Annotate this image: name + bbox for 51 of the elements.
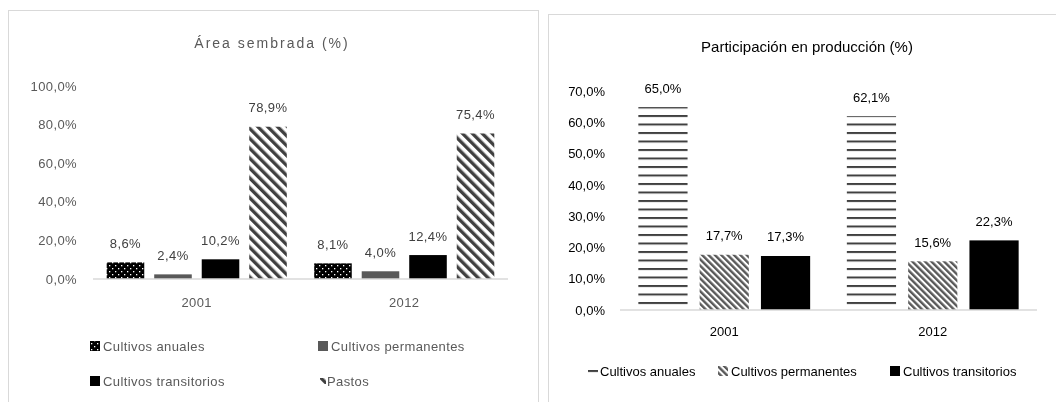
bar xyxy=(201,259,240,279)
y-tick-label: 80,0% xyxy=(38,117,78,133)
x-tick-label: 2001 xyxy=(181,294,213,310)
legend-label: Cultivos anuales xyxy=(103,338,205,354)
data-label: 65,0% xyxy=(644,80,682,96)
y-tick-label: 60,0% xyxy=(38,155,78,171)
x-tick-label: 2012 xyxy=(388,294,420,310)
x-tick-label: 2001 xyxy=(709,323,739,339)
data-label: 8,6% xyxy=(109,235,142,251)
bar xyxy=(456,133,495,279)
x-tick-label: 2012 xyxy=(918,323,948,339)
data-label: 22,3% xyxy=(975,213,1013,229)
y-tick-label: 0,0% xyxy=(45,271,78,287)
bar xyxy=(249,126,287,279)
y-tick-label: 100,0% xyxy=(30,78,78,94)
bar xyxy=(969,240,1019,310)
data-label: 8,1% xyxy=(317,236,349,252)
y-tick-label: 40,0% xyxy=(568,177,606,193)
bar xyxy=(106,262,145,279)
legend-label: Cultivos anuales xyxy=(600,363,696,379)
data-label: 17,7% xyxy=(705,228,744,244)
bar xyxy=(409,255,447,279)
y-tick-label: 10,0% xyxy=(568,271,606,287)
legend-label: Cultivos transitorios xyxy=(903,363,1017,379)
bar xyxy=(908,261,958,310)
y-tick-label: 40,0% xyxy=(38,194,78,210)
chart-title: Participación en producción (%) xyxy=(701,37,913,55)
data-label: 78,9% xyxy=(248,100,288,116)
data-label: 15,6% xyxy=(914,234,952,250)
data-label: 62,1% xyxy=(853,89,891,105)
y-tick-label: 0,0% xyxy=(575,302,606,318)
legend-label: Cultivos permanentes xyxy=(731,363,858,379)
y-tick-label: 20,0% xyxy=(38,232,78,248)
y-tick-label: 60,0% xyxy=(568,115,606,131)
y-tick-label: 20,0% xyxy=(568,240,606,256)
data-label: 75,4% xyxy=(456,106,495,122)
data-label: 10,2% xyxy=(201,232,240,248)
bar xyxy=(699,254,749,310)
y-tick-label: 30,0% xyxy=(568,208,606,224)
data-label: 17,3% xyxy=(767,229,805,245)
legend-label: Pastos xyxy=(327,373,370,389)
legend-label: Cultivos permanentes xyxy=(331,338,465,354)
y-tick-label: 50,0% xyxy=(568,146,606,162)
bar xyxy=(760,256,811,310)
chart-title: Área sembrada (%) xyxy=(194,35,350,51)
y-tick-label: 70,0% xyxy=(568,84,606,99)
legend-label: Cultivos transitorios xyxy=(103,373,225,389)
data-label: 4,0% xyxy=(364,244,397,260)
data-label: 2,4% xyxy=(157,247,189,263)
bar xyxy=(314,263,352,279)
data-label: 12,4% xyxy=(408,228,448,244)
